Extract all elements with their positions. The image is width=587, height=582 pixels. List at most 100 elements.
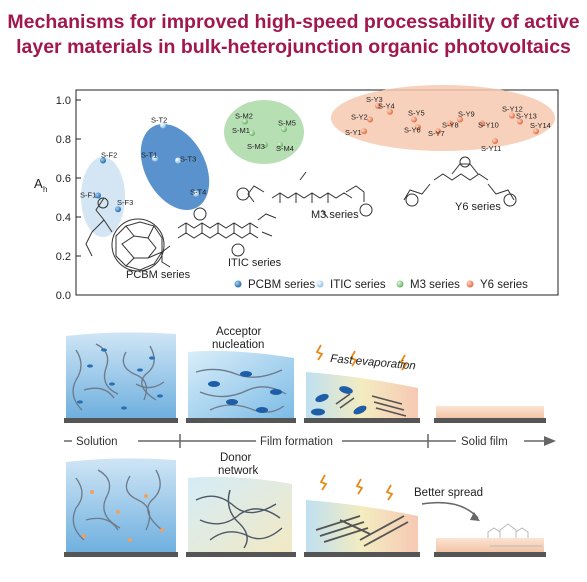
data-point-label: S-Y7 <box>428 129 445 138</box>
pcbm-group-label: PCBM series <box>126 269 191 281</box>
legend-label: Y6 series <box>480 279 528 291</box>
data-point <box>152 155 158 162</box>
data-point <box>375 102 381 109</box>
data-point-label: S-Y5 <box>408 109 425 118</box>
data-point-label: S-F1 <box>80 191 96 200</box>
y6-molecule-drawing <box>403 156 517 207</box>
data-point-label: S-M3 <box>247 142 265 151</box>
y6-cluster-ellipse <box>331 85 555 151</box>
data-point <box>367 116 373 123</box>
data-point <box>533 128 539 135</box>
y-axis: 1.0 0.8 0.6 0.4 0.2 0.0 <box>56 95 81 302</box>
legend-label: M3 series <box>410 279 460 291</box>
y-axis-label: A <box>34 176 43 191</box>
data-point-label: S-Y9 <box>458 110 475 119</box>
data-point-label: S-Y11 <box>481 144 501 153</box>
legend-marker <box>234 280 242 288</box>
data-point-label: S-Y8 <box>442 120 459 129</box>
data-point-label: S-M5 <box>278 118 296 127</box>
data-point <box>262 141 268 148</box>
data-point-label: S-Y14 <box>530 121 551 130</box>
data-point-label: S-M4 <box>276 144 294 153</box>
data-point-label: S-Y3 <box>366 95 383 104</box>
data-point-label: S-Y10 <box>478 120 499 129</box>
stage-label-better-spread: Better spread <box>414 487 483 499</box>
data-point-label: S-Y13 <box>516 111 537 120</box>
y-axis-label-subscript: h <box>43 185 47 194</box>
solution-panel-top <box>66 332 176 418</box>
solution-panel-bottom <box>66 458 176 552</box>
data-point-label: S-Y6 <box>404 125 421 134</box>
data-point <box>447 120 453 127</box>
pcbm-cluster-ellipse <box>81 157 125 237</box>
evaporation-icons-bottom <box>319 474 394 501</box>
data-point-label: S-Y4 <box>378 102 395 111</box>
legend-marker <box>396 280 404 288</box>
data-point-label: S-Y2 <box>351 113 368 122</box>
data-point <box>281 126 287 133</box>
data-point <box>387 108 393 115</box>
data-point <box>435 128 441 135</box>
title-line-1: Mechanisms for improved high-speed proce… <box>7 11 580 33</box>
data-point-label: S-F3 <box>117 198 133 207</box>
data-point <box>517 118 523 125</box>
m3-molecule-drawing <box>236 171 373 219</box>
m3-group-label: M3 series <box>311 209 359 221</box>
data-point-label: S-Y12 <box>502 105 523 114</box>
solid-film-structure <box>487 523 542 547</box>
data-point-label: S-M2 <box>235 111 253 120</box>
data-point <box>193 190 199 197</box>
legend-label: PCBM series <box>248 279 315 291</box>
nucleation-panel <box>188 350 294 418</box>
y-tick-label: 1.0 <box>56 95 71 107</box>
chart-frame <box>75 89 559 296</box>
data-point <box>249 130 255 137</box>
stage-label-network: network <box>218 465 259 477</box>
data-point <box>242 118 248 125</box>
axis-label-solution: Solution <box>76 436 118 448</box>
data-points: S-F1 S-F2 S-F3 S-T1 S-T2 S-T3 S-T4 S-M1 S-M2 S-M3… <box>80 95 551 213</box>
data-point-label: S-T4 <box>190 188 206 197</box>
data-point-label: S-M1 <box>232 126 250 135</box>
data-point <box>160 122 166 129</box>
legend: PCBM series ITIC series M3 series Y6 series <box>234 279 528 291</box>
data-point <box>100 157 106 164</box>
evaporation-icons-top <box>315 344 408 371</box>
axis-label-solid-film: Solid film <box>461 436 508 448</box>
figure-title: Mechanisms for improved high-speed proce… <box>0 10 587 60</box>
itic-molecule-drawing <box>161 207 277 268</box>
data-point-label: S-T1 <box>141 151 157 160</box>
m3-cluster-ellipse <box>224 100 304 164</box>
data-point <box>95 192 101 199</box>
data-point <box>175 157 181 164</box>
data-point <box>492 137 498 144</box>
data-point-label: S-F2 <box>101 150 117 159</box>
data-point <box>361 128 367 135</box>
data-point-label: S-T2 <box>151 115 167 124</box>
legend-label: ITIC series <box>330 279 386 291</box>
data-point <box>479 120 485 127</box>
data-point <box>277 141 283 148</box>
data-point <box>115 206 121 213</box>
spread-arrow <box>421 501 479 519</box>
data-point <box>415 124 421 131</box>
axis-label-film-formation: Film formation <box>260 436 333 448</box>
solid-film-top <box>436 406 544 418</box>
data-point <box>411 116 417 123</box>
pcbm-molecule-drawing <box>85 197 165 272</box>
itic-group-label: ITIC series <box>228 257 282 269</box>
y-tick-label: 0.2 <box>56 251 71 263</box>
y6-group-label: Y6 series <box>455 201 501 213</box>
stage-label-nucleation: nucleation <box>212 339 264 351</box>
title-line-2: layer materials in bulk-heterojunction o… <box>16 36 571 58</box>
process-axis <box>64 434 556 448</box>
data-point-label: S-Y1 <box>345 128 362 137</box>
data-point-label: S-T3 <box>180 154 196 163</box>
stage-label-donor: Donor <box>220 452 251 464</box>
legend-marker <box>316 280 324 288</box>
y-tick-label: 0.4 <box>56 212 71 224</box>
solid-film-bottom <box>436 538 544 552</box>
data-point <box>509 112 515 119</box>
legend-marker <box>466 280 474 288</box>
